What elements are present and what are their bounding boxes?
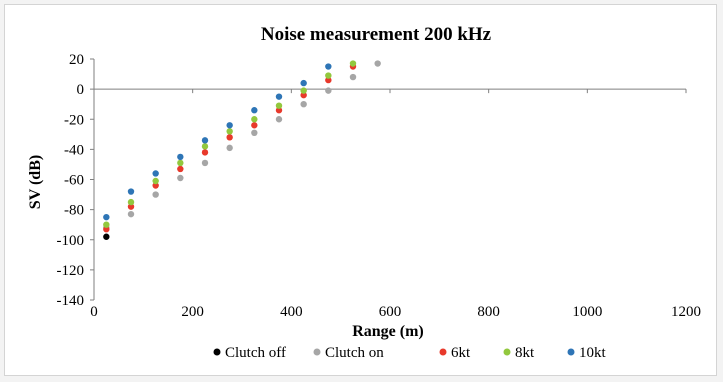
data-point — [177, 153, 184, 161]
data-point — [275, 102, 283, 109]
data-point — [152, 177, 159, 185]
data-point — [201, 137, 209, 144]
data-point — [251, 116, 258, 123]
y-tick-label: -100 — [57, 233, 85, 249]
data-point — [275, 93, 283, 100]
chart-title: Noise measurement 200 kHz — [261, 24, 492, 45]
data-point — [201, 143, 209, 150]
data-point — [325, 87, 332, 94]
y-tick-label: 0 — [77, 82, 85, 98]
data-point — [103, 226, 110, 233]
x-tick-label: 400 — [280, 304, 303, 320]
legend-label: 6kt — [451, 345, 471, 361]
legend-marker — [503, 348, 511, 356]
y-tick-label: -60 — [64, 173, 84, 189]
x-tick-label: 1200 — [671, 304, 701, 320]
y-tick-label: -20 — [64, 112, 84, 128]
x-tick-label: 1000 — [572, 304, 602, 320]
y-tick-label: -120 — [57, 263, 85, 279]
chart-frame — [4, 4, 717, 376]
data-point — [152, 182, 159, 189]
data-point — [127, 203, 135, 210]
legend-label: 8kt — [515, 345, 535, 361]
data-point — [349, 73, 357, 81]
y-axis-label: SV (dB) — [27, 155, 44, 209]
data-point — [275, 116, 283, 123]
y-tick-label: -40 — [64, 142, 84, 158]
data-point — [300, 91, 307, 99]
legend-label: 10kt — [579, 345, 607, 361]
data-point — [226, 144, 233, 152]
data-point — [325, 63, 332, 70]
data-point — [177, 174, 184, 182]
x-tick-label: 600 — [379, 304, 402, 320]
legend-marker — [567, 348, 575, 356]
y-tick-label: -140 — [57, 293, 85, 309]
data-point — [127, 188, 135, 195]
data-point — [226, 128, 233, 135]
data-point — [177, 165, 184, 173]
data-point — [325, 72, 332, 79]
legend-label: Clutch off — [225, 345, 286, 361]
data-point — [226, 122, 233, 129]
data-point — [201, 159, 209, 167]
data-point — [275, 107, 283, 114]
data-point — [300, 79, 307, 87]
y-tick-label: 20 — [69, 52, 84, 68]
data-point — [251, 129, 258, 137]
legend: Clutch off Clutch on 6kt 8kt 10kt — [213, 345, 607, 361]
data-point — [201, 149, 209, 156]
x-tick-label: 0 — [90, 304, 98, 320]
legend-marker — [213, 348, 221, 356]
data-point — [152, 191, 159, 198]
data-point — [300, 100, 307, 108]
data-point — [349, 60, 357, 67]
data-point — [226, 134, 233, 141]
data-point — [251, 122, 258, 129]
data-point — [300, 87, 307, 94]
data-points — [103, 60, 381, 240]
data-point — [325, 76, 332, 84]
data-point — [374, 60, 381, 67]
data-point — [251, 107, 258, 114]
data-point — [103, 233, 110, 240]
legend-label: Clutch on — [325, 345, 384, 361]
y-tick-label: -80 — [64, 203, 84, 219]
x-tick-label: 800 — [477, 304, 500, 320]
legend-marker — [439, 348, 447, 356]
data-point — [127, 210, 135, 218]
data-point — [103, 213, 110, 221]
x-tick-label: 200 — [181, 304, 204, 320]
data-point — [103, 221, 110, 228]
data-point — [152, 170, 159, 177]
x-axis-label: Range (m) — [352, 323, 424, 340]
data-point — [177, 159, 184, 167]
legend-marker — [313, 348, 321, 356]
data-point — [127, 198, 135, 206]
